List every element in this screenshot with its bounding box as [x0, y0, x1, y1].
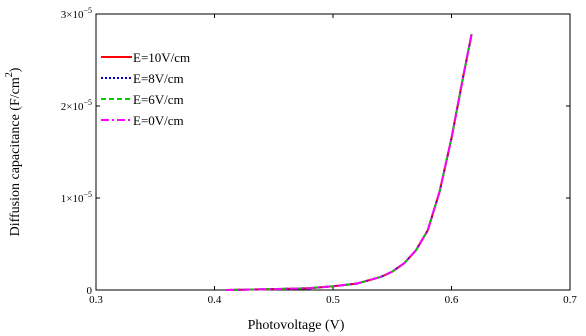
x-tick-label: 0.3	[89, 294, 103, 306]
y-tick-label: 3×10−5	[61, 6, 92, 21]
y-tick-label: 1×10−5	[61, 190, 92, 205]
series-line-3	[226, 34, 473, 291]
x-tick-label: 0.4	[208, 294, 222, 306]
x-tick-label: 0.7	[563, 294, 577, 306]
legend: E=10V/cm E=8V/cm E=6V/cm E=0V/cm	[101, 50, 190, 128]
x-tick-label: 0.5	[326, 294, 340, 306]
x-axis-label: Photovoltage (V)	[248, 318, 345, 333]
series-line-1	[226, 34, 473, 291]
x-axis: 0.3 0.4 0.5 0.6 0.7	[89, 14, 577, 306]
legend-label: E=0V/cm	[133, 113, 184, 128]
y-axis-label-close: )	[8, 67, 23, 72]
y-tick-label: 2×10−5	[61, 98, 92, 113]
y-axis-label-main: Diffusion capacitance (F/cm	[8, 77, 23, 236]
series-line-2	[226, 34, 473, 291]
legend-label: E=10V/cm	[133, 50, 190, 65]
y-axis-label: Diffusion capacitance (F/cm2)	[4, 67, 23, 236]
y-tick-label: 0	[87, 285, 93, 297]
series-layer	[226, 34, 473, 291]
x-tick-label: 0.6	[445, 294, 459, 306]
y-axis-label-superscript: 2	[4, 72, 15, 77]
legend-label: E=6V/cm	[133, 92, 184, 107]
legend-label: E=8V/cm	[133, 71, 184, 86]
y-axis: 0 1×10−5 2×10−5 3×10−5	[61, 6, 570, 297]
series-line-0	[226, 34, 473, 291]
